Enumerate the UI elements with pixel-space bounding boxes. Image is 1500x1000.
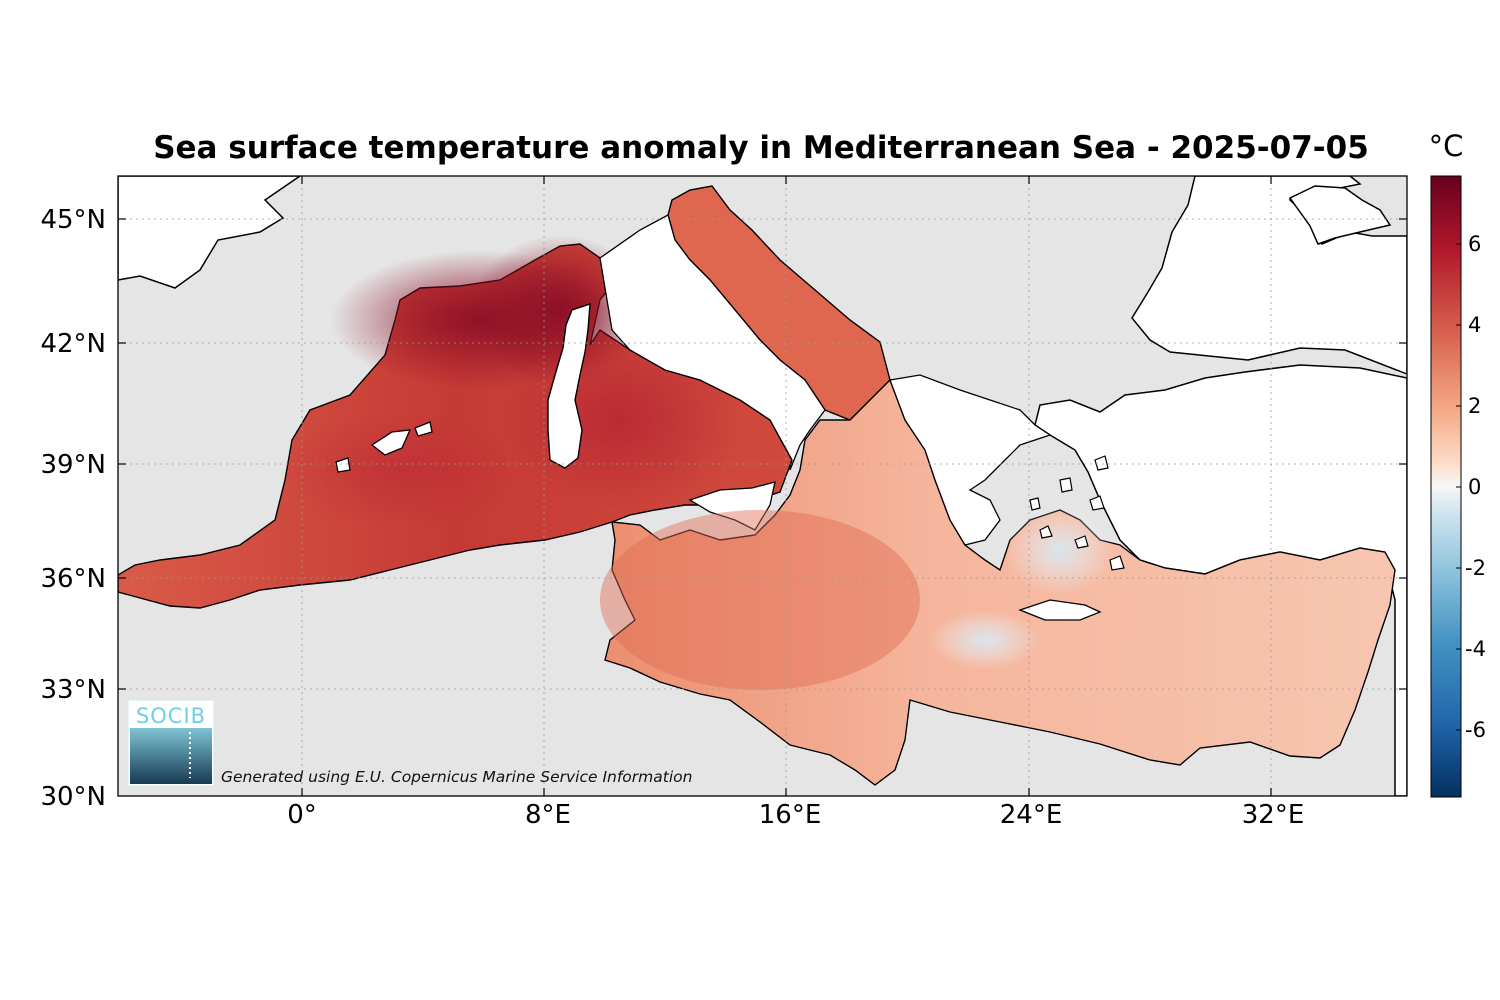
y-tick-label: 30°N — [40, 782, 106, 812]
italy-land — [599, 214, 826, 471]
map-grid — [118, 176, 1407, 796]
x-tick-label: 16°E — [759, 800, 822, 830]
x-tick-label: 8°E — [525, 800, 571, 830]
y-tick-label: 33°N — [40, 675, 106, 705]
corsica-sardinia-land — [547, 303, 591, 469]
balearic-islands-land — [335, 421, 433, 473]
y-tick-label: 36°N — [40, 564, 106, 594]
y-tick-label: 45°N — [40, 205, 106, 235]
map-title: Sea surface temperature anomaly in Medit… — [153, 130, 1369, 166]
colorbar-unit: °C — [1429, 129, 1464, 163]
colorbar-tick-marks — [1456, 243, 1461, 731]
balearic-warm — [280, 410, 520, 530]
colorbar-tick-label: 4 — [1468, 313, 1481, 337]
crete-land — [1018, 599, 1102, 621]
axis-tick-marks — [118, 176, 1407, 796]
socib-logo-text: SOCIB — [136, 704, 206, 728]
central-eastern-mediterranean-sea — [604, 378, 1396, 786]
colorbar-tick-label: -6 — [1465, 718, 1486, 742]
crimea-land — [1288, 185, 1392, 245]
y-tick-label: 39°N — [40, 450, 106, 480]
sicily-land — [688, 481, 776, 531]
map-frame — [117, 175, 1408, 797]
colorbar-tick-label: 6 — [1468, 232, 1481, 256]
x-tick-label: 32°E — [1242, 800, 1305, 830]
socib-logo: SOCIB — [127, 699, 215, 787]
colorbar-tick-label: -4 — [1465, 637, 1486, 661]
x-tick-label: 0° — [287, 800, 317, 830]
x-tick-label: 24°E — [1000, 800, 1063, 830]
y-tick-label: 42°N — [40, 329, 106, 359]
ionian-warm — [600, 510, 920, 690]
iberia-france-land — [118, 176, 302, 289]
cretan-cool-spot — [930, 610, 1040, 670]
colorbar-tick-label: -2 — [1465, 556, 1486, 580]
colorbar-tick-label: 2 — [1468, 394, 1481, 418]
colorbar-tick-label: 0 — [1468, 475, 1481, 499]
aegean-islands — [1029, 455, 1125, 571]
aegean-cool-spot — [1005, 505, 1115, 595]
copernicus-credit: Generated using E.U. Copernicus Marine S… — [221, 768, 692, 786]
greece-land — [889, 374, 1052, 546]
